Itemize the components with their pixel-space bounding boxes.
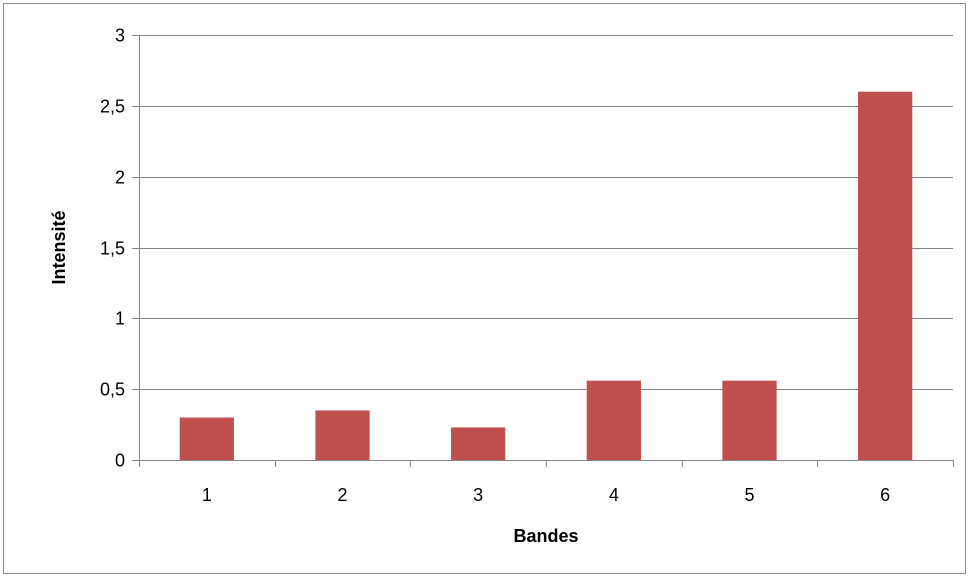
x-tick-label: 1 [202,485,212,505]
bar [858,91,913,461]
x-axis-title: Bandes [513,526,578,546]
y-tick-label: 0,5 [100,380,125,400]
y-tick-label: 2,5 [100,97,125,117]
gridlines [139,35,953,390]
bar [586,380,641,460]
bars [179,91,913,461]
y-tick-label: 1 [115,309,125,329]
chart-area [3,3,966,574]
axes [132,35,954,467]
y-tick-label: 3 [115,26,125,46]
x-tick-label: 2 [337,485,347,505]
y-tick-label: 0 [115,451,125,471]
bar [451,427,506,460]
x-tick-label: 5 [744,485,754,505]
x-tick-label: 4 [609,485,619,505]
x-tick-label: 3 [473,485,483,505]
x-tick-label: 6 [880,485,890,505]
y-axis-title: Intensité [49,210,69,284]
bar [315,410,370,460]
tick-labels: 0 0,5 1 1,5 2 2,5 3 1 2 3 4 5 6 [100,26,890,506]
y-tick-label: 2 [115,168,125,188]
y-tick-label: 1,5 [100,239,125,259]
bar [722,380,777,460]
bar [179,417,234,460]
